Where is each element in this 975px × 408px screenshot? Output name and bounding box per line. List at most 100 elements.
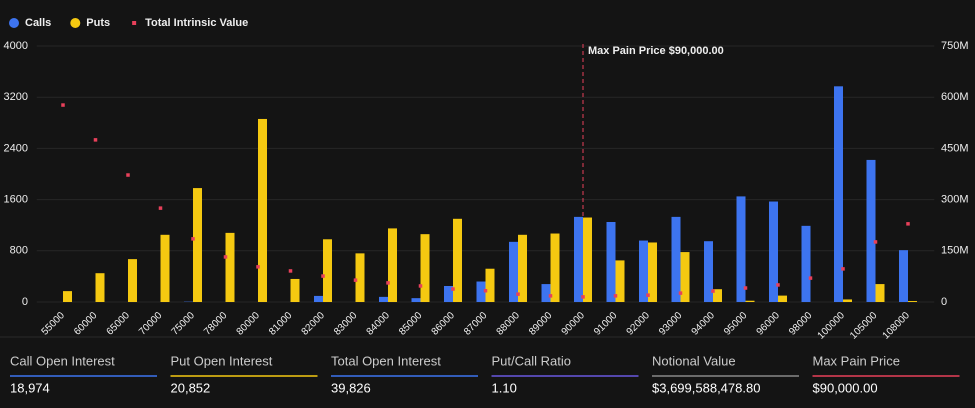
intrinsic-marker bbox=[678, 291, 683, 295]
bar bbox=[453, 218, 462, 302]
bar bbox=[583, 217, 592, 302]
bar bbox=[834, 86, 843, 302]
bar bbox=[541, 284, 551, 302]
stat-label: Max Pain Price bbox=[813, 353, 900, 368]
legend-label[interactable]: Puts bbox=[86, 17, 110, 29]
stat-label: Total Open Interest bbox=[331, 353, 441, 368]
stat-value: 20,852 bbox=[171, 380, 211, 395]
bar bbox=[866, 159, 876, 302]
intrinsic-marker bbox=[808, 276, 813, 280]
bar bbox=[128, 259, 137, 302]
intrinsic-marker bbox=[873, 240, 878, 244]
bar bbox=[574, 216, 583, 302]
y2-tick-label: 0 bbox=[941, 296, 947, 308]
intrinsic-marker bbox=[841, 267, 845, 271]
bar bbox=[225, 232, 235, 302]
intrinsic-marker bbox=[386, 281, 390, 285]
bar bbox=[648, 242, 657, 302]
intrinsic-marker bbox=[191, 237, 195, 241]
intrinsic-marker bbox=[158, 206, 163, 210]
stat-value: 18,974 bbox=[10, 380, 50, 395]
intrinsic-marker bbox=[451, 287, 455, 291]
y-tick-label: 3200 bbox=[4, 91, 28, 103]
bar bbox=[476, 281, 486, 302]
bar bbox=[420, 234, 430, 302]
intrinsic-marker bbox=[288, 269, 293, 273]
bar bbox=[899, 250, 908, 302]
bar bbox=[736, 196, 746, 302]
y-tick-label: 1600 bbox=[4, 194, 28, 206]
bar bbox=[778, 295, 787, 302]
y-tick-label: 2400 bbox=[4, 142, 28, 154]
y2-tick-label: 600M bbox=[941, 91, 969, 103]
bar bbox=[615, 260, 625, 302]
stat-value: 39,826 bbox=[331, 380, 371, 395]
bar bbox=[160, 234, 170, 302]
annotation: Max Pain Price $90,000.00 bbox=[588, 45, 724, 57]
intrinsic-marker bbox=[906, 222, 910, 226]
legend-label[interactable]: Total Intrinsic Value bbox=[145, 17, 248, 29]
bar bbox=[518, 234, 527, 302]
bar bbox=[444, 286, 453, 302]
bar bbox=[258, 118, 267, 303]
bar bbox=[769, 201, 778, 302]
y2-tick-label: 150M bbox=[941, 245, 969, 257]
intrinsic-marker bbox=[126, 173, 130, 177]
y-tick-label: 0 bbox=[22, 296, 28, 308]
intrinsic-marker bbox=[646, 293, 650, 297]
bar bbox=[606, 222, 616, 302]
intrinsic-marker bbox=[256, 265, 260, 269]
bar bbox=[355, 253, 365, 302]
bar bbox=[485, 268, 495, 302]
legend-marker bbox=[9, 18, 19, 28]
bar bbox=[379, 296, 388, 302]
intrinsic-marker bbox=[711, 289, 715, 293]
intrinsic-marker bbox=[321, 274, 325, 278]
bar bbox=[509, 241, 518, 302]
bar bbox=[95, 273, 105, 302]
bar bbox=[704, 241, 713, 302]
bar bbox=[63, 291, 72, 302]
bar bbox=[314, 295, 323, 302]
intrinsic-marker bbox=[548, 294, 553, 298]
intrinsic-marker bbox=[93, 138, 98, 142]
y2-tick-label: 300M bbox=[941, 194, 969, 206]
stat-value: $3,699,588,478.80 bbox=[652, 380, 760, 395]
stat-label: Call Open Interest bbox=[10, 353, 115, 368]
intrinsic-marker bbox=[581, 295, 585, 299]
y-tick-label: 800 bbox=[10, 245, 28, 257]
intrinsic-marker bbox=[223, 255, 228, 259]
y-tick-label: 4000 bbox=[4, 40, 28, 52]
bar bbox=[550, 233, 560, 302]
intrinsic-marker bbox=[613, 294, 618, 298]
stat-label: Put/Call Ratio bbox=[492, 353, 571, 368]
bar bbox=[411, 298, 421, 302]
bar bbox=[801, 225, 811, 302]
bar bbox=[745, 300, 755, 302]
legend-marker bbox=[70, 18, 81, 28]
intrinsic-marker bbox=[418, 284, 423, 288]
stat-label: Notional Value bbox=[652, 353, 736, 368]
intrinsic-marker bbox=[61, 103, 65, 107]
y2-tick-label: 750M bbox=[941, 40, 969, 52]
legend-marker bbox=[132, 21, 137, 25]
intrinsic-marker bbox=[483, 288, 488, 293]
bar bbox=[713, 289, 722, 302]
intrinsic-marker bbox=[743, 286, 748, 290]
bar bbox=[290, 278, 300, 302]
stat-value: $90,000.00 bbox=[813, 380, 878, 395]
bar bbox=[323, 239, 332, 302]
bar bbox=[875, 284, 885, 302]
bar bbox=[843, 299, 852, 302]
bar bbox=[388, 228, 397, 302]
intrinsic-marker bbox=[516, 292, 520, 296]
bar bbox=[639, 240, 648, 302]
legend-label[interactable]: Calls bbox=[25, 17, 51, 29]
stat-label: Put Open Interest bbox=[171, 353, 273, 368]
intrinsic-marker bbox=[776, 283, 780, 287]
bar bbox=[908, 301, 917, 302]
bar bbox=[671, 216, 681, 302]
